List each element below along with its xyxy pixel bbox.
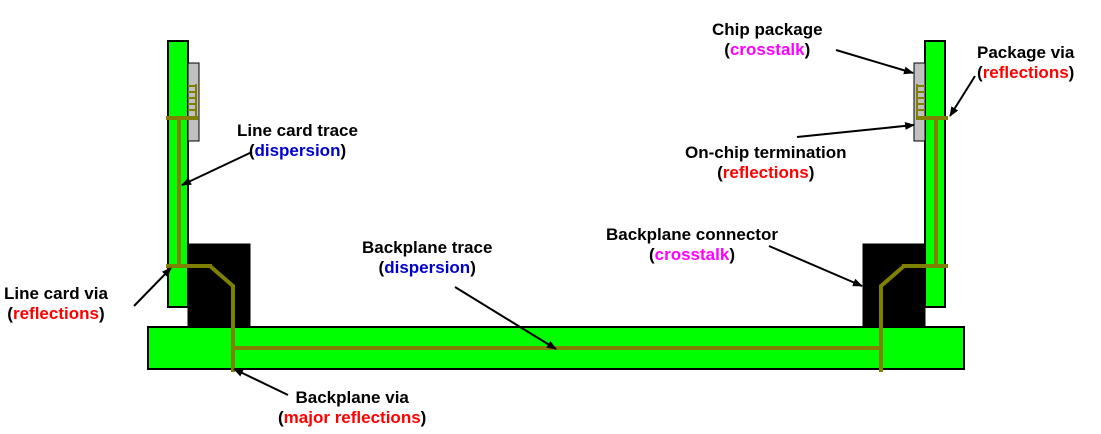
label-effect-line: (major reflections) xyxy=(278,408,426,428)
arrow-line-card-via xyxy=(133,267,172,307)
paren-close: ) xyxy=(470,258,476,277)
effect-text: crosstalk xyxy=(654,245,730,264)
right-connector-path xyxy=(879,264,906,348)
arrow-backplane-via xyxy=(233,368,289,396)
right-chip-package xyxy=(913,62,926,142)
label-on-chip-termination: On-chip termination (reflections) xyxy=(685,143,847,183)
label-effect-line: (crosstalk) xyxy=(606,245,778,265)
label-title: Line card trace xyxy=(237,121,358,140)
paren-open: ( xyxy=(717,163,723,182)
label-title: Chip package xyxy=(712,20,823,39)
signal-trace xyxy=(166,116,948,372)
arrow-line-card-trace xyxy=(181,151,253,186)
label-title: Package via xyxy=(977,43,1075,62)
left-chip-package xyxy=(187,62,200,142)
label-title: Backplane via xyxy=(295,388,409,407)
effect-text: dispersion xyxy=(254,141,341,160)
paren-close: ) xyxy=(98,304,105,323)
label-effect-line: (reflections) xyxy=(977,63,1074,83)
label-backplane-trace: Backplane trace (dispersion) xyxy=(362,238,492,278)
label-line-card-via: Line card via (reflections) xyxy=(4,284,108,324)
paren-close: ) xyxy=(420,408,427,427)
effect-text: reflections xyxy=(982,63,1069,82)
label-effect-line: (reflections) xyxy=(4,304,108,324)
label-effect-line: (dispersion) xyxy=(237,141,358,161)
paren-open: ( xyxy=(278,408,284,427)
paren-open: ( xyxy=(977,63,983,82)
effect-text: major reflections xyxy=(283,408,421,427)
label-effect-line: (reflections) xyxy=(685,163,847,183)
paren-open: ( xyxy=(724,40,730,59)
label-backplane-connector: Backplane connector (crosstalk) xyxy=(606,225,778,265)
label-chip-package: Chip package (crosstalk) xyxy=(712,20,823,60)
label-effect-line: (dispersion) xyxy=(362,258,492,278)
paren-open: ( xyxy=(248,141,255,160)
right-package-pins xyxy=(916,84,925,118)
paren-open: ( xyxy=(648,245,655,264)
right-backplane-connector xyxy=(862,243,926,328)
effect-text: reflections xyxy=(12,304,99,323)
arrow-backplane-connector xyxy=(768,245,863,287)
paren-close: ) xyxy=(808,163,815,182)
effect-text: crosstalk xyxy=(729,40,805,59)
label-title: Line card via xyxy=(4,284,108,303)
arrow-package-via xyxy=(949,75,976,117)
paren-close: ) xyxy=(340,141,347,160)
callout-arrows xyxy=(133,49,976,396)
paren-open: ( xyxy=(378,258,385,277)
arrow-chip-package xyxy=(835,49,914,75)
arrow-backplane-trace xyxy=(454,286,557,350)
label-line-card-trace: Line card trace (dispersion) xyxy=(237,121,358,161)
effect-text: reflections xyxy=(722,163,809,182)
label-backplane-via: Backplane via (major reflections) xyxy=(278,388,426,428)
arrow-on-chip-termination xyxy=(796,121,915,138)
label-package-via: Package via (reflections) xyxy=(977,43,1074,83)
effect-text: dispersion xyxy=(384,258,471,277)
paren-open: ( xyxy=(7,304,13,323)
label-title: Backplane trace xyxy=(362,238,493,257)
left-backplane-connector xyxy=(187,243,251,328)
paren-close: ) xyxy=(804,40,811,59)
label-title: On-chip termination xyxy=(685,143,847,162)
paren-close: ) xyxy=(1068,63,1075,82)
paren-close: ) xyxy=(729,245,735,264)
label-title: Backplane connector xyxy=(606,225,778,244)
label-effect-line: (crosstalk) xyxy=(712,40,823,60)
left-package-pins xyxy=(188,84,197,118)
